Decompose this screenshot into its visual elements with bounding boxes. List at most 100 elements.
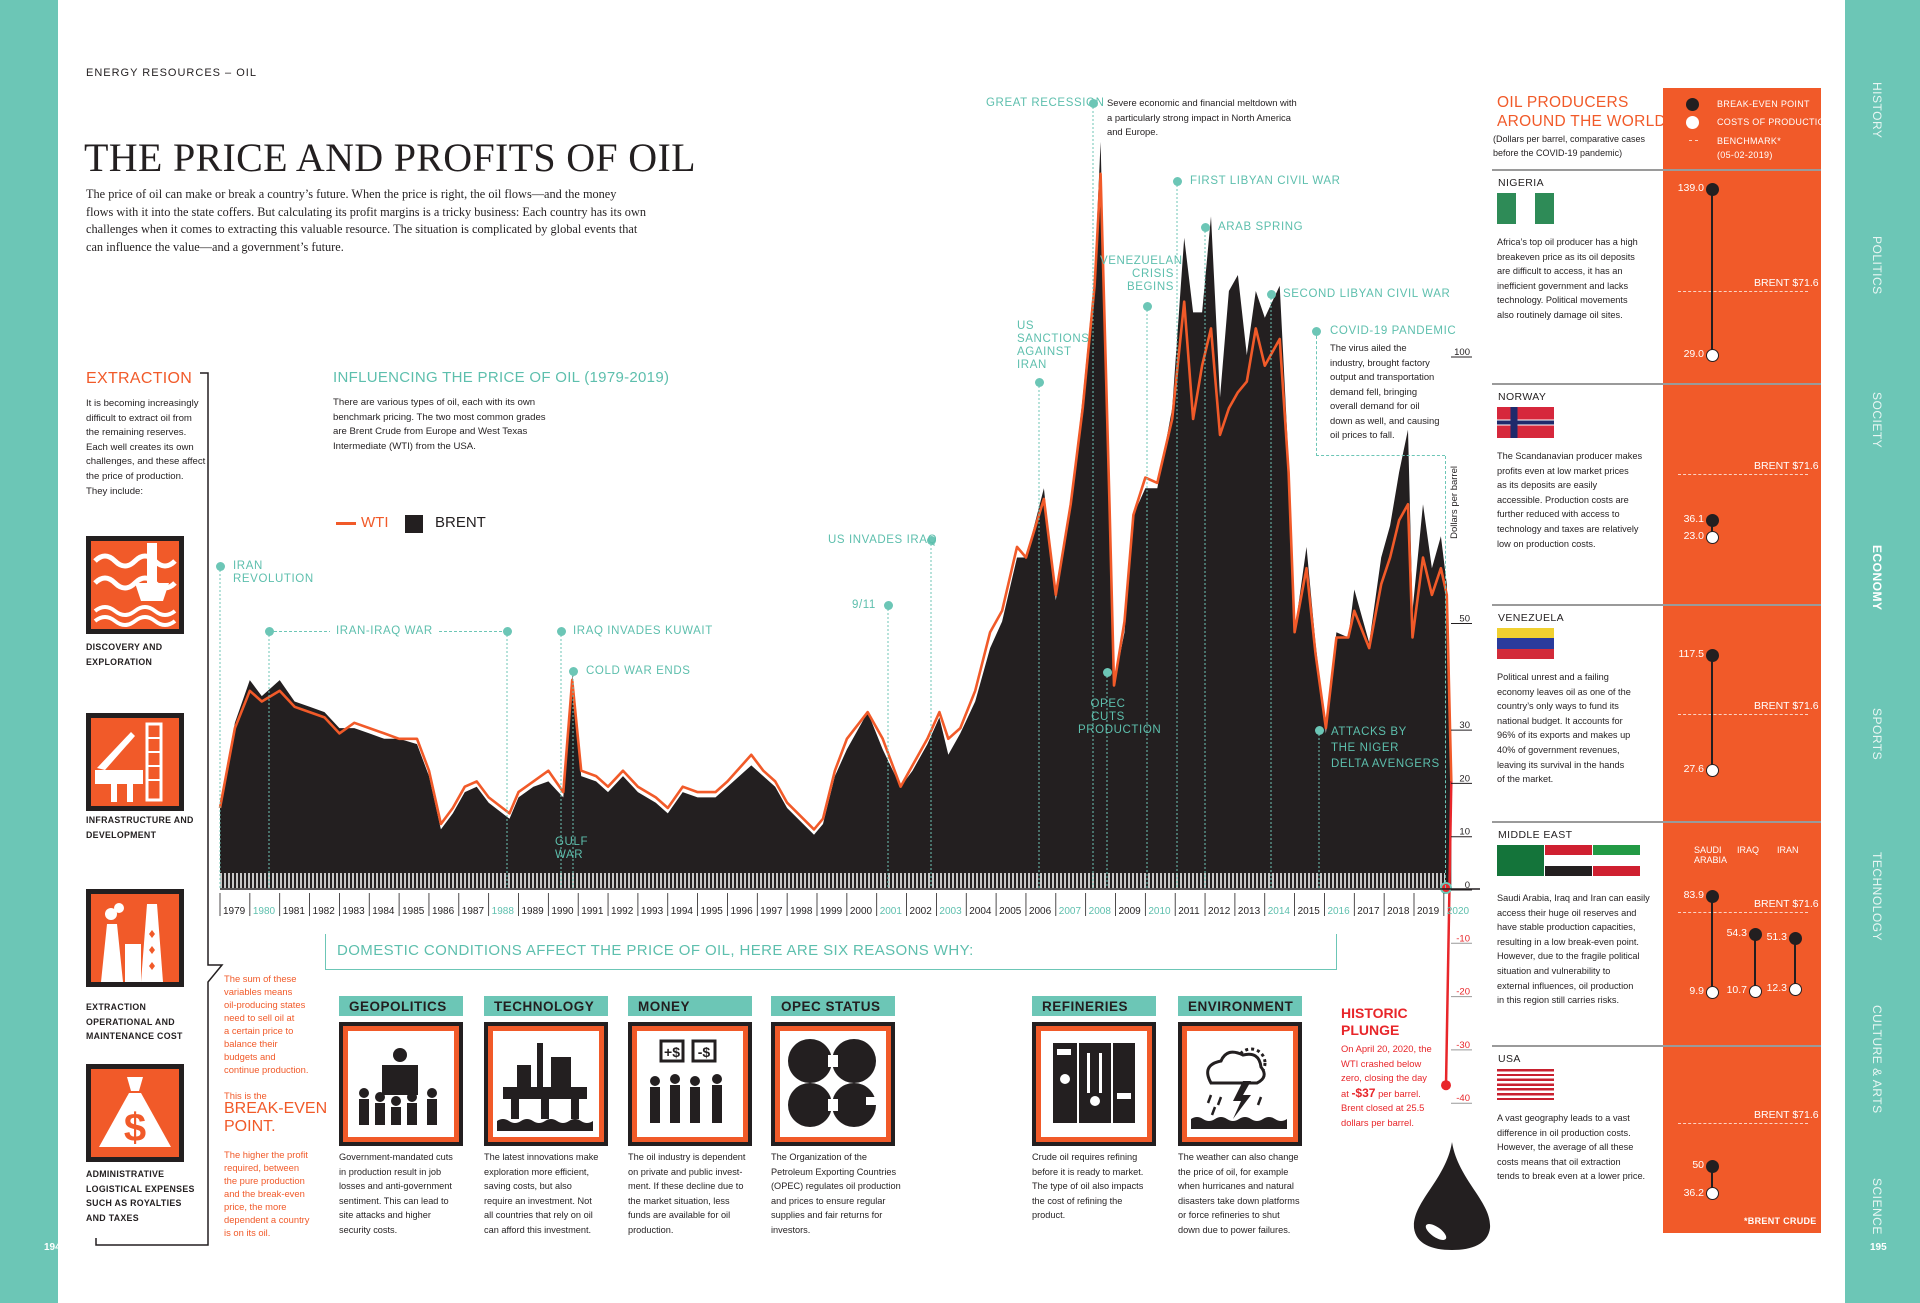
x-tick-label: 2009 [1119, 906, 1142, 917]
producer-row-norway [1492, 383, 1821, 604]
extraction-heading: EXTRACTION [86, 370, 193, 387]
extraction-text: It is becoming increasingly difficult to… [86, 398, 206, 497]
flag-norway [1497, 407, 1554, 438]
event-iraq-invades-kuwait: IRAQ INVADES KUWAIT [573, 625, 713, 637]
country-sub-label: SAUDI ARABIA [1694, 845, 1728, 865]
y-tick-label: -30 [1456, 1040, 1470, 1051]
cost-dot [1705, 985, 1719, 999]
break-even-heading: BREAK-EVEN POINT. [224, 1100, 328, 1135]
svg-text:-$: -$ [698, 1044, 711, 1060]
break-even-note-3: The higher the profit required, between … [224, 1149, 310, 1238]
nav-culture-arts[interactable]: CULTURE & ARTS [1870, 1005, 1884, 1114]
flag-nigeria [1497, 193, 1554, 224]
cost-value: 27.6 [1683, 763, 1704, 776]
nav-history[interactable]: HISTORY [1870, 82, 1884, 139]
svg-text:+$: +$ [664, 1044, 680, 1060]
range-line [1754, 934, 1756, 992]
event-covid-19: COVID-19 PANDEMIC [1330, 325, 1457, 337]
flag-usa [1497, 1069, 1554, 1100]
cost-dot [1788, 982, 1802, 996]
x-tick-label: 1987 [462, 906, 485, 917]
producers-heading: OIL PRODUCERS AROUND THE WORLD [1497, 94, 1666, 130]
event-dot [1172, 176, 1182, 186]
extraction-item-label: EXTRACTION OPERATIONAL AND MAINTENANCE C… [86, 1002, 183, 1041]
baseline-hatch [220, 873, 1445, 888]
range-line [1711, 520, 1713, 538]
x-tick-label: 2007 [1059, 906, 1082, 917]
category-geopolitics-title: GEOPOLITICS [339, 996, 463, 1016]
plunge-heading: HISTORIC PLUNGE [1341, 1005, 1408, 1038]
event-us-sanctions-iran: US SANCTIONS AGAINST IRAN [1017, 320, 1090, 371]
nav-sports[interactable]: SPORTS [1870, 708, 1884, 761]
plunge-text-1: On April 20, 2020, the WTI crashed below… [1341, 1043, 1432, 1099]
event-dot [883, 600, 893, 610]
producer-row-usa [1492, 1045, 1821, 1233]
nav-economy[interactable]: ECONOMY [1870, 545, 1884, 611]
cost-value: 36.2 [1683, 1186, 1704, 1199]
x-tick-label: 2016 [1327, 906, 1350, 917]
break-even-value: 36.1 [1683, 513, 1704, 526]
event-dot [1311, 326, 1321, 336]
x-tick-label: 2008 [1089, 906, 1112, 917]
cost-dot [1748, 984, 1762, 998]
range-line [1711, 1166, 1713, 1194]
x-tick-label: 1981 [283, 906, 306, 917]
event-gulf-war: GULF WAR [555, 836, 589, 861]
event-dot [926, 535, 936, 545]
event-us-invades-iraq: US INVADES IRAQ [828, 534, 938, 546]
cost-dot [1705, 348, 1719, 362]
x-tick-label: 1988 [492, 906, 515, 917]
break-even-value: 139.0 [1677, 182, 1704, 195]
benchmark-label: BRENT $71.6 [1754, 898, 1819, 910]
break-even-value: 117.5 [1678, 648, 1705, 661]
y-tick-label: -40 [1456, 1093, 1470, 1104]
benchmark-line [1678, 714, 1808, 715]
category-opec-text: The Organization of the Petroleum Export… [771, 1152, 901, 1235]
nav-science[interactable]: SCIENCE [1870, 1178, 1884, 1235]
country-description: Saudi Arabia, Iraq and Iran can easily a… [1497, 893, 1650, 1006]
event-iran-revolution: IRAN REVOLUTION [233, 560, 314, 585]
y-tick-label: 10 [1459, 827, 1470, 838]
cost-dot [1705, 763, 1719, 777]
break-even-value: 51.3 [1766, 931, 1787, 944]
nav-technology[interactable]: TECHNOLOGY [1870, 852, 1884, 942]
x-tick-label: 1984 [372, 906, 395, 917]
benchmark-label: BRENT $71.6 [1754, 1109, 1819, 1121]
x-tick-label: 1995 [701, 906, 724, 917]
country-description: The Scandanavian producer makes profits … [1497, 451, 1643, 549]
event-great-recession: GREAT RECESSION [986, 97, 1105, 109]
benchmark-label: BRENT $71.6 [1754, 460, 1819, 472]
legend-wti-swatch [336, 522, 356, 525]
x-tick-label: 2002 [910, 906, 933, 917]
x-tick-label: 2010 [1148, 906, 1171, 917]
opec-logo-icon [771, 1022, 895, 1146]
category-environment-title: ENVIRONMENT [1178, 996, 1302, 1016]
influencing-heading: INFLUENCING THE PRICE OF OIL (1979-2019) [333, 369, 670, 386]
oil-drop-icon [1413, 1142, 1491, 1250]
x-tick-label: 2020 [1447, 906, 1470, 917]
x-tick-label: 2006 [1029, 906, 1052, 917]
event-9-11: 9/11 [852, 599, 876, 611]
svg-text:$: $ [124, 1106, 146, 1150]
nav-politics[interactable]: POLITICS [1870, 236, 1884, 295]
country-description: Africa’s top oil producer has a high bre… [1497, 237, 1638, 320]
event-dot [264, 626, 274, 636]
x-tick-label: 1993 [641, 906, 664, 917]
oil-rig-icon [86, 713, 184, 811]
flag-venezuela [1497, 628, 1554, 659]
great-recession-desc: Severe economic and financial meltdown w… [1107, 97, 1297, 137]
covid-leader [1316, 336, 1445, 456]
event-first-libyan-civil-war: FIRST LIBYAN CIVIL WAR [1190, 175, 1341, 187]
x-tick-label: 2011 [1178, 906, 1200, 917]
legend-benchmark-label: BENCHMARK* (05-02-2019) [1717, 136, 1782, 160]
category-technology-text: The latest innovations make exploration … [484, 1152, 599, 1235]
benchmark-line [1678, 474, 1808, 475]
country-name: NIGERIA [1498, 177, 1544, 189]
section-nav [1845, 0, 1920, 1303]
event-venezuelan-crisis: VENEZUELAN CRISIS BEGINS [1100, 255, 1183, 293]
benchmark-line [1678, 291, 1808, 292]
nav-society[interactable]: SOCIETY [1870, 392, 1884, 449]
x-tick-label: 1985 [402, 906, 425, 917]
legend-wti-label: WTI [361, 514, 389, 531]
event-dot [568, 666, 578, 676]
